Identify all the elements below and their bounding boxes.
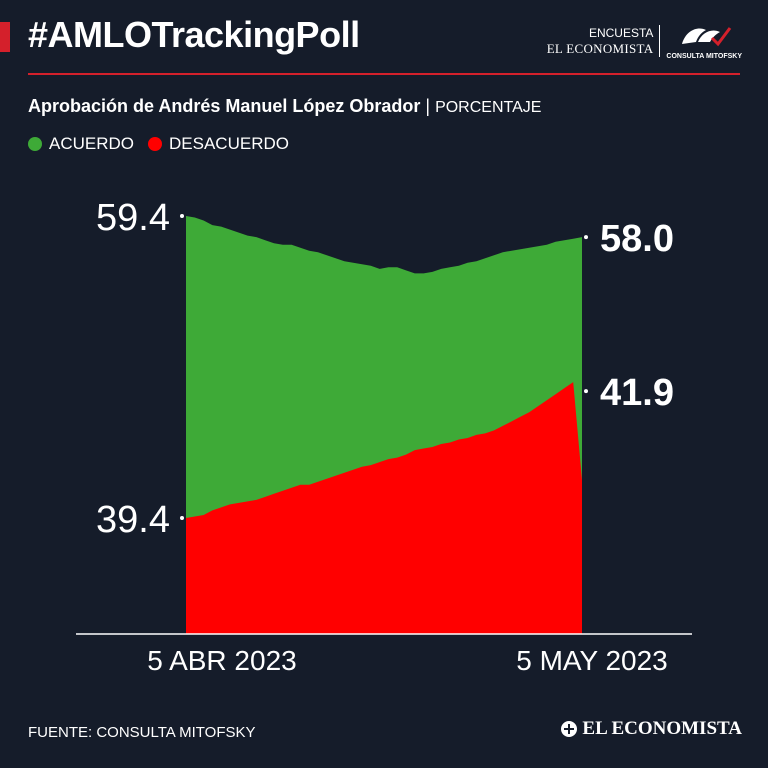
chart-unit: PORCENTAJE	[435, 99, 542, 116]
publisher-name: EL ECONOMISTA	[546, 41, 654, 56]
legend-item-desacuerdo: DESACUERDO	[148, 134, 289, 154]
mitofsky-logo-text: CONSULTA MITOFSKY	[666, 53, 742, 60]
end-value-label-0: 58.0	[600, 218, 674, 260]
legend-dot-desacuerdo	[148, 137, 163, 151]
end-value-label-1: 41.9	[600, 372, 674, 414]
end-point-1	[584, 389, 588, 394]
start-value-label-1: 39.4	[96, 499, 170, 541]
start-point-0	[180, 214, 184, 218]
legend-item-acuerdo: ACUERDO	[28, 134, 134, 154]
chart-subtitle: Aprobación de Andrés Manuel López Obrado…	[28, 96, 541, 117]
hashtag-title: #AMLOTrackingPoll	[28, 14, 360, 55]
legend-dot-acuerdo	[28, 137, 42, 151]
chart-legend: ACUERDO DESACUERDO	[28, 134, 303, 154]
subtitle-separator: |	[420, 96, 436, 116]
eleconomista-icon	[561, 721, 578, 737]
chart-title: Aprobación de Andrés Manuel López Obrado…	[28, 96, 421, 116]
x-tick-label-start: 5 ABR 2023	[147, 645, 296, 676]
source-note: FUENTE: CONSULTA MITOFSKY	[28, 724, 256, 741]
header-rule	[28, 73, 740, 75]
mitofsky-logo: CONSULTA MITOFSKY	[666, 22, 742, 60]
header-brand: ENCUESTA EL ECONOMISTA CONSULTA MITOFSKY	[547, 22, 742, 60]
start-value-label-0: 59.4	[96, 197, 170, 239]
brand-separator	[659, 25, 661, 57]
x-tick-label-end: 5 MAY 2023	[516, 645, 668, 676]
end-point-0	[584, 235, 588, 240]
header-accent-bar	[0, 22, 10, 52]
brand-text: ENCUESTA EL ECONOMISTA	[547, 26, 654, 56]
footer-brand: EL ECONOMISTA	[560, 718, 742, 740]
legend-label-acuerdo: ACUERDO	[49, 134, 135, 153]
desacuerdo-area	[186, 382, 582, 634]
legend-label-desacuerdo: DESACUERDO	[169, 134, 289, 153]
start-point-1	[180, 516, 184, 520]
survey-label: ENCUESTA	[588, 26, 654, 40]
footer-brand-name: EL ECONOMISTA	[582, 718, 742, 739]
mitofsky-logo-icon	[682, 27, 732, 47]
